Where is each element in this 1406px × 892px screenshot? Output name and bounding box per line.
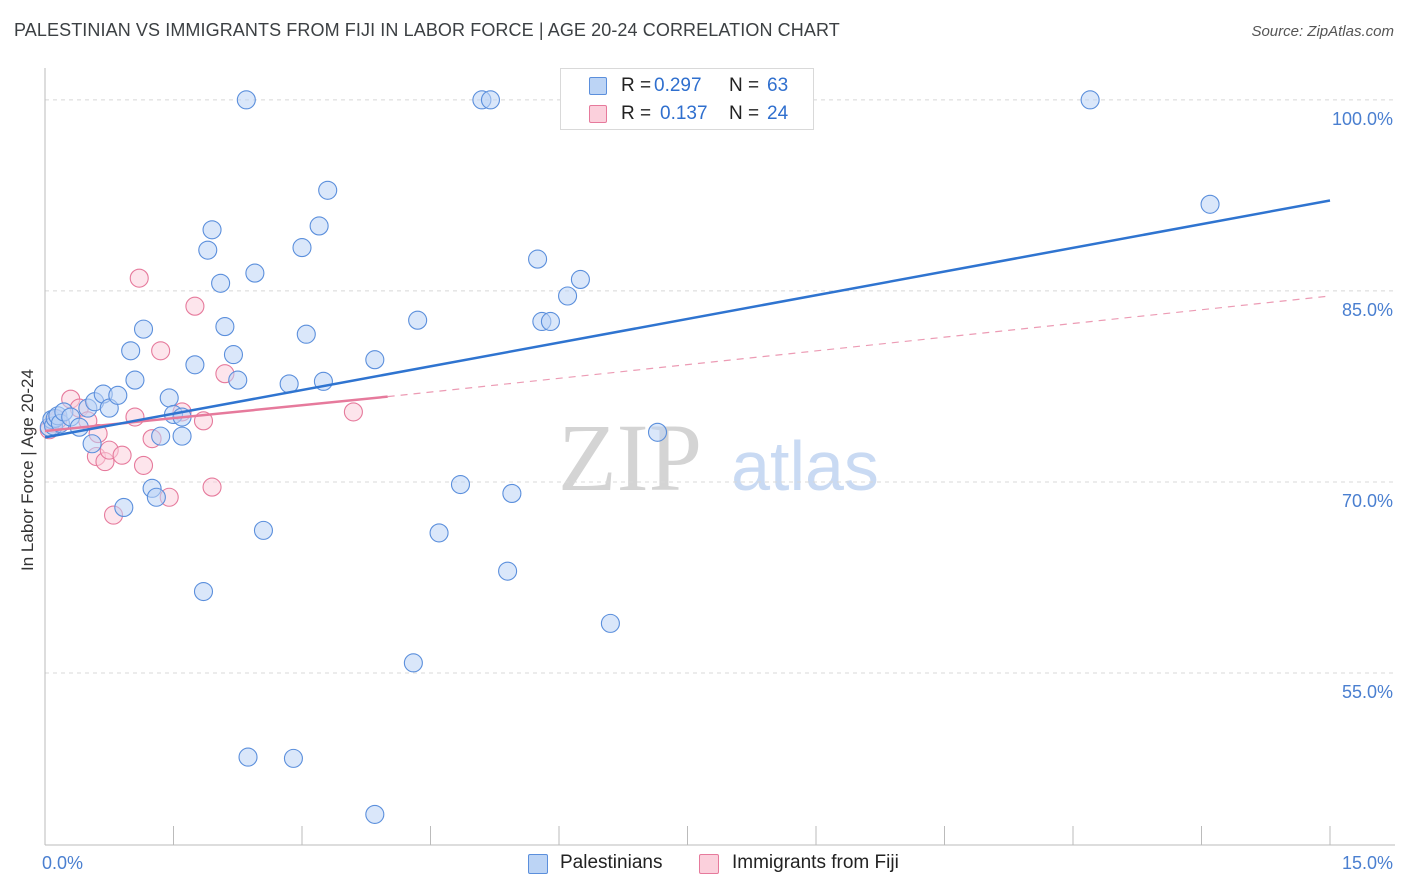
palestinians-point (202, 220, 222, 240)
y-tick-label: 100.0% (1332, 109, 1393, 129)
palestinians-point (647, 422, 668, 442)
legend: Palestinians Immigrants from Fiji (0, 852, 1406, 878)
palestinians-point (1080, 90, 1100, 110)
palestinians-point (211, 273, 231, 293)
fiji-point (129, 268, 149, 288)
y-tick-label: 55.0% (1342, 682, 1393, 702)
stats-swatch-blue (589, 77, 607, 95)
n-value: 63 (767, 75, 789, 96)
source-label: Source: ZipAtlas.com (1251, 23, 1394, 40)
watermark-zip: ZIP (558, 404, 702, 511)
x-tick-label-min: 0.0% (42, 853, 83, 873)
stats-swatch-pink (589, 105, 607, 123)
palestinians-point (253, 520, 274, 540)
palestinians-point (133, 319, 154, 339)
palestinians-point (185, 355, 205, 375)
palestinians-point (403, 653, 423, 673)
palestinians-point (502, 483, 522, 503)
r-label: R = (621, 75, 652, 96)
stats-box: R = 0.297 N = 63 R = 0.137 N = 24 (560, 68, 814, 130)
legend-swatch-pink (699, 854, 719, 874)
palestinians-point (223, 345, 244, 365)
palestinians-point (365, 350, 385, 370)
palestinians-point (450, 474, 471, 495)
palestinians-point (108, 385, 128, 405)
y-tick-label: 85.0% (1342, 300, 1393, 320)
legend-swatch-blue (528, 854, 548, 874)
palestinians-point (172, 426, 192, 446)
palestinians-point (292, 238, 312, 258)
palestinians-point (159, 388, 179, 408)
fiji-point (133, 455, 154, 475)
palestinians-point (600, 613, 620, 633)
n-label: N = (729, 103, 760, 124)
palestinians-point (540, 311, 560, 332)
fiji-point (185, 296, 205, 316)
palestinians-point (318, 180, 338, 200)
fiji-trend-extension (387, 295, 1331, 398)
palestinians-point (215, 317, 235, 337)
watermark-atlas: atlas (731, 427, 879, 505)
fiji-point (202, 477, 222, 497)
palestinians-point (365, 804, 385, 824)
palestinians-point (480, 90, 501, 110)
palestinians-point (408, 310, 428, 330)
palestinians-point (429, 523, 449, 543)
y-tick-label: 70.0% (1342, 491, 1393, 511)
palestinians-point (283, 748, 303, 768)
palestinians-point (125, 370, 145, 390)
r-value: 0.137 (660, 103, 708, 124)
palestinians-trend-line (44, 199, 1331, 439)
palestinians-point (193, 581, 214, 602)
palestinians-point (228, 370, 248, 390)
palestinians-point (198, 240, 218, 260)
fiji-point (151, 341, 171, 361)
palestinians-point (498, 561, 518, 581)
legend-label-fiji: Immigrants from Fiji (732, 852, 899, 873)
r-value: 0.297 (654, 75, 702, 96)
palestinians-point (558, 286, 578, 306)
palestinians-point (121, 341, 141, 361)
chart-title: PALESTINIAN VS IMMIGRANTS FROM FIJI IN L… (14, 20, 840, 40)
palestinians-point (309, 216, 329, 236)
palestinians-point (245, 263, 265, 283)
n-label: N = (729, 75, 760, 96)
palestinians-point (1200, 194, 1220, 214)
stats-row-fiji: R = 0.137 N = 24 (561, 101, 813, 129)
palestinians-point (570, 269, 590, 289)
r-label: R = (621, 103, 652, 124)
palestinians-point (114, 497, 134, 518)
x-tick-label-max: 15.0% (1342, 853, 1393, 873)
palestinians-point (82, 434, 102, 454)
stats-row-palestinians: R = 0.297 N = 63 (561, 73, 813, 101)
palestinians-point (296, 324, 316, 344)
fiji-point (343, 402, 363, 422)
palestinians-point (528, 249, 548, 269)
palestinians-point (236, 90, 256, 110)
palestinians-point (146, 487, 166, 507)
fiji-point (112, 445, 132, 465)
legend-label-palestinians: Palestinians (560, 852, 663, 873)
n-value: 24 (767, 103, 789, 124)
fiji-trend-line (44, 395, 388, 433)
palestinians-point (151, 426, 171, 446)
palestinians-point (238, 747, 258, 767)
